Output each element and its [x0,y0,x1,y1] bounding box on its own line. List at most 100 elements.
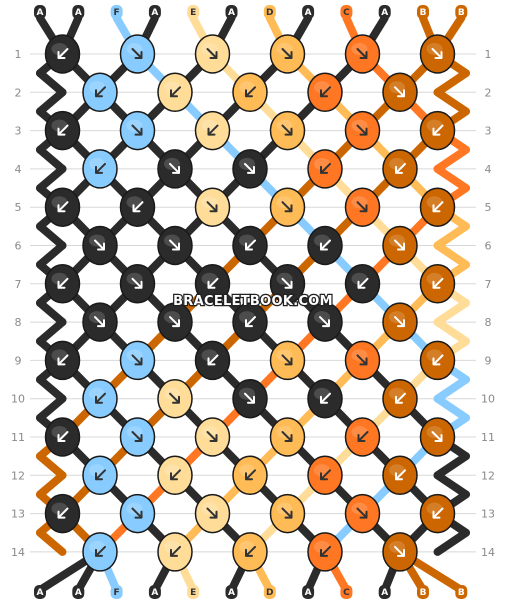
string-tag-bottom: A [225,585,238,599]
arrow-down-left-icon [170,545,181,557]
knot [119,417,156,457]
knot [232,225,268,266]
knot [269,264,306,304]
row-number-left: 8 [15,316,22,329]
string-tag-bottom: C [340,585,353,599]
row-number-left: 14 [11,546,25,559]
knot [382,149,418,189]
arrow-down-right-icon [131,277,143,289]
svg-text:B: B [458,588,465,598]
svg-text:A: A [381,8,388,18]
thread-segment [433,375,470,403]
thread-segment [36,452,67,480]
arrow-down-left-icon [245,316,256,328]
arrow-down-left-icon [95,162,106,174]
arrow-down-left-icon [95,392,106,404]
arrow-down-right-icon [394,545,405,557]
string-tag-bottom: D [263,585,276,599]
knot [119,493,156,534]
row-number-left: 6 [15,240,22,253]
knot [344,110,381,151]
knot [269,110,306,151]
arrow-down-left-icon [207,277,219,289]
knot [344,340,381,381]
knot [419,264,456,304]
arrow-down-left-icon [320,392,331,404]
arrow-down-left-icon [395,162,406,174]
string-tag-bottom: A [34,585,46,599]
string-tag-top: F [110,5,123,19]
arrow-down-left-icon [57,201,69,213]
row-number-left: 11 [11,431,25,444]
row-number-right: 3 [485,125,492,138]
arrow-down-left-icon [57,124,69,136]
svg-text:A: A [75,8,82,18]
arrow-down-right-icon [94,316,105,328]
arrow-down-right-icon [169,239,180,251]
arrow-down-left-icon [57,354,69,366]
knot [44,340,81,381]
svg-text:A: A [228,588,235,598]
row-number-right: 6 [485,240,492,253]
arrow-down-left-icon [57,431,69,442]
arrow-down-right-icon [244,162,255,174]
svg-text:A: A [151,588,158,598]
arrow-down-right-icon [356,124,368,136]
knot [157,532,193,572]
thread-segment [36,222,67,250]
svg-text:C: C [343,8,350,18]
arrow-down-left-icon [170,469,181,481]
string-tag-bottom: F [110,585,123,599]
knot [44,187,81,227]
knot [82,302,118,342]
svg-text:A: A [305,8,312,18]
knot [232,72,268,113]
knot [82,72,118,113]
knot [194,340,231,381]
knot [382,225,418,266]
svg-text:A: A [305,588,312,598]
arrow-down-left-icon [95,86,106,98]
string-tag-top: A [72,5,85,19]
thread-segment [36,241,67,269]
knot [269,340,306,381]
arrow-down-right-icon [431,48,443,59]
row-number-right: 13 [481,508,495,521]
svg-text:F: F [114,8,120,18]
svg-text:E: E [190,8,196,18]
arrow-down-left-icon [320,162,331,174]
knot [82,532,118,572]
knot [344,417,381,457]
knot [419,110,456,151]
svg-text:B: B [458,8,465,18]
knot [382,302,418,342]
row-number-left: 1 [15,48,22,61]
arrow-down-left-icon [245,545,256,557]
thread-segment [36,375,67,403]
arrow-down-right-icon [356,48,368,59]
row-number-right: 8 [485,316,492,329]
knot [344,187,381,227]
arrow-down-right-icon [206,48,218,59]
row-number-right: 9 [485,354,492,367]
knot [232,378,268,419]
string-tag-top: B [455,5,468,19]
row-number-right: 4 [485,163,492,176]
thread-segment [36,145,67,173]
knot [344,34,381,74]
knot [269,187,306,227]
knot [307,149,343,189]
svg-text:D: D [266,588,273,598]
arrow-down-left-icon [320,545,331,557]
arrow-down-right-icon [356,201,368,213]
knot [232,455,268,496]
arrow-down-left-icon [432,507,444,519]
arrow-down-right-icon [281,48,293,59]
row-number-left: 5 [15,201,22,214]
row-number-left: 2 [15,86,22,99]
arrow-down-right-icon [244,392,255,404]
thread-segment [433,88,470,116]
arrow-down-right-icon [394,239,405,251]
knot [157,149,193,189]
thread-segment [433,471,470,499]
